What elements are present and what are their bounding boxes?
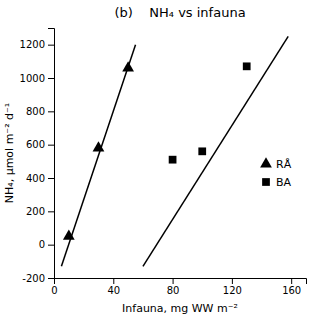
x-axis-tick-label: 120: [223, 285, 242, 296]
y-axis-tick-mark: [48, 111, 54, 112]
trend-line: [143, 36, 288, 266]
x-axis-tick-mark: [232, 278, 233, 284]
x-axis-tick-mark: [291, 278, 292, 284]
x-axis-tick: 80: [167, 278, 180, 296]
y-axis-tick: 1200: [20, 39, 54, 50]
y-axis-tick-label: 600: [26, 139, 45, 150]
point: [63, 230, 75, 240]
y-axis-tick-label: 400: [26, 173, 45, 184]
trend-line: [61, 45, 135, 267]
legend-marker: [262, 178, 270, 186]
y-axis-tick: 400: [26, 173, 54, 184]
point: [93, 141, 105, 151]
y-axis-line: [48, 29, 55, 279]
y-axis-tick-label: 1000: [20, 73, 45, 84]
x-axis-tick: 160: [282, 278, 301, 296]
y-axis-tick-label: 800: [26, 106, 45, 117]
x-axis-tick: 0: [51, 278, 57, 296]
y-axis-tick: 0: [39, 239, 54, 250]
x-axis-tick: 40: [107, 278, 120, 296]
point: [169, 156, 177, 164]
y-axis-tick: 800: [26, 106, 54, 117]
y-axis-tick-mark: [48, 178, 54, 179]
y-axis-title: NH₄, μmol m⁻² d⁻¹: [3, 103, 16, 204]
y-axis-tick-label: -200: [22, 273, 45, 284]
y-axis-tick-mark: [48, 45, 54, 46]
x-axis-tick-label: 0: [51, 285, 57, 296]
x-axis-line: [55, 279, 307, 285]
legend-label: BA: [276, 176, 292, 189]
chart: 0 40 80 120 160 -200 0 200 400 600 800 1000 1200 (b) …: [0, 0, 320, 320]
legend: RÅ BA: [260, 157, 292, 189]
point: [198, 147, 206, 155]
x-axis-tick-label: 160: [282, 285, 301, 296]
x-axis-tick: 120: [223, 278, 242, 296]
x-axis-tick-label: 80: [167, 285, 180, 296]
y-axis-tick-mark: [48, 78, 54, 79]
y-axis-tick-mark: [48, 278, 54, 279]
y-axis-tick: 1000: [20, 73, 54, 84]
y-axis-tick-label: 200: [26, 206, 45, 217]
x-axis-title: Infauna, mg WW m⁻²: [122, 302, 238, 315]
x-axis-tick-label: 40: [107, 285, 120, 296]
x-axis: 0 40 80 120 160: [51, 278, 306, 296]
y-axis-tick-mark: [48, 211, 54, 212]
y-axis-tick: 600: [26, 139, 54, 150]
legend-marker: [260, 157, 272, 167]
title: (b) NH₄ vs infauna: [114, 5, 245, 20]
y-axis: -200 0 200 400 600 800 1000 1200: [20, 29, 55, 284]
y-axis-tick-mark: [48, 145, 54, 146]
plot-area: [61, 36, 288, 266]
point: [122, 61, 134, 71]
x-axis-tick-mark: [113, 278, 114, 284]
y-axis-tick-label: 1200: [20, 39, 45, 50]
y-axis-tick-mark: [48, 245, 54, 246]
y-axis-tick: -200: [22, 273, 54, 284]
y-axis-tick: 200: [26, 206, 54, 217]
y-axis-tick-label: 0: [39, 239, 45, 250]
x-axis-tick-mark: [173, 278, 174, 284]
point: [243, 62, 251, 70]
legend-label: RÅ: [276, 158, 292, 171]
